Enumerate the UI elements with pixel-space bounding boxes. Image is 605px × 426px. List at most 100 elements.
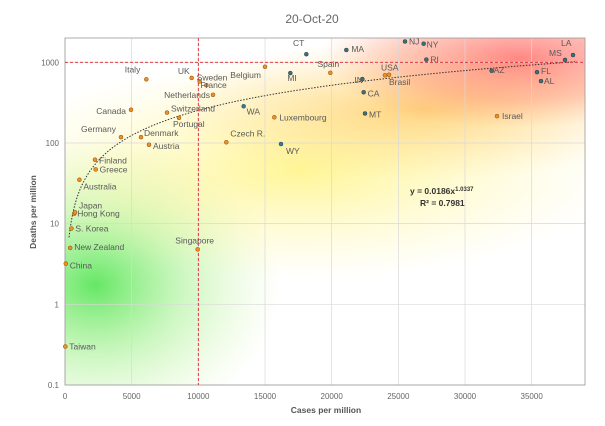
point-in xyxy=(360,76,365,82)
point-label-new-zealand: New Zealand xyxy=(74,242,124,252)
point-switzerland xyxy=(164,110,170,115)
point-al xyxy=(538,78,544,84)
trend-equation: y = 0.0186x1.0337 xyxy=(410,186,474,196)
trendline xyxy=(68,61,578,238)
x-tick-label: 30000 xyxy=(454,392,477,401)
point-new-zealand xyxy=(67,245,73,251)
point-label-singapore: Singapore xyxy=(175,235,214,245)
point-italy xyxy=(144,77,149,82)
point-netherlands xyxy=(210,92,216,98)
point-luxembourg xyxy=(272,115,277,120)
point-label-switzerland: Switzerland xyxy=(171,104,215,114)
point-label-wa: WA xyxy=(247,106,261,116)
point-mt xyxy=(362,111,368,116)
point-label-australia: Australia xyxy=(83,182,116,192)
point-label-greece: Greece xyxy=(100,164,128,174)
point-la xyxy=(570,52,576,58)
point-austria xyxy=(146,142,152,148)
point-ca xyxy=(361,90,366,95)
point-label-canada: Canada xyxy=(96,106,126,116)
point-mi xyxy=(288,70,293,76)
x-tick-label: 20000 xyxy=(321,392,344,401)
point-label-ny: NY xyxy=(427,40,439,50)
point-nj xyxy=(402,39,408,44)
point-label-netherlands: Netherlands xyxy=(164,90,210,100)
point-czech-r xyxy=(224,140,229,145)
point-usa xyxy=(382,73,388,78)
trendline-path xyxy=(68,61,578,238)
reference-lines xyxy=(65,38,585,385)
point-label-czech-r: Czech R. xyxy=(230,128,265,138)
chart-title: 20-Oct-20 xyxy=(285,12,339,26)
y-tick-label: 1 xyxy=(55,300,60,309)
point-denmark xyxy=(138,134,144,140)
point-label-italy: Italy xyxy=(125,64,141,74)
point-label-belgium: Belgium xyxy=(230,70,261,80)
point-sweden xyxy=(197,79,202,84)
point-ma xyxy=(344,47,349,53)
point-canada xyxy=(128,107,134,113)
x-tick-label: 10000 xyxy=(187,392,210,401)
y-tick-label: 1000 xyxy=(41,58,59,67)
point-germany xyxy=(118,134,124,140)
point-ri xyxy=(424,57,429,62)
point-label-ct: CT xyxy=(293,38,304,48)
point-portugal xyxy=(176,115,182,121)
point-label-mi: MI xyxy=(287,73,296,83)
plot-frame xyxy=(64,37,586,386)
point-china xyxy=(63,261,69,266)
y-tick-label: 100 xyxy=(46,139,60,148)
point-label-ma: MA xyxy=(351,44,364,54)
point-label-la: LA xyxy=(561,38,572,48)
point-ct xyxy=(304,51,309,57)
point-wy xyxy=(278,141,284,147)
trend-r-squared: R² = 0.7981 xyxy=(420,198,465,208)
point-label-in: IN xyxy=(354,75,363,85)
point-label-mt: MT xyxy=(369,109,381,119)
point-australia xyxy=(77,177,82,182)
point-label-portugal: Portugal xyxy=(173,119,205,129)
point-taiwan xyxy=(63,344,68,349)
red-zone xyxy=(320,38,585,128)
point-belgium xyxy=(262,64,268,70)
point-label-austria: Austria xyxy=(153,141,180,151)
x-tick-label: 35000 xyxy=(521,392,544,401)
point-label-s-korea: S. Korea xyxy=(75,224,108,234)
point-label-fl: FL xyxy=(541,66,551,76)
point-label-ri: RI xyxy=(430,55,439,65)
point-label-luxembourg: Luxembourg xyxy=(279,112,327,122)
point-label-germany: Germany xyxy=(81,124,117,134)
point-label-az: AZ xyxy=(494,65,505,75)
y-axis-label: Deaths per million xyxy=(28,175,38,249)
point-uk xyxy=(189,75,194,81)
point-greece xyxy=(93,167,98,172)
x-tick-label: 15000 xyxy=(254,392,277,401)
point-spain xyxy=(328,70,333,76)
point-label-france: France xyxy=(200,80,227,90)
point-label-nj: NJ xyxy=(409,36,419,46)
point-label-israel: Israel xyxy=(502,111,523,121)
point-label-japan: Japan xyxy=(79,200,102,210)
y-tick-label: 10 xyxy=(50,220,59,229)
point-label-finland: Finland xyxy=(99,156,127,166)
point-finland xyxy=(92,157,98,162)
point-label-china: China xyxy=(70,261,92,271)
data-points: Taiwan China New Zealand S. Korea Hong KongJ… xyxy=(63,36,576,352)
point-label-uk: UK xyxy=(178,66,190,76)
x-tick-labels: 0 5000 10000 15000 20000 25000 30000 35000 xyxy=(63,392,544,401)
point-label-ms: MS xyxy=(549,48,562,58)
point-label-usa: USA xyxy=(381,62,399,72)
point-label-ca: CA xyxy=(368,88,380,98)
x-axis-label: Cases per million xyxy=(291,405,361,415)
point-label-taiwan: Taiwan xyxy=(69,342,96,352)
point-label-sweden: Sweden xyxy=(197,72,228,82)
y-tick-label: 0.1 xyxy=(48,381,60,390)
point-label-hong-kong: Hong Kong xyxy=(77,209,120,219)
point-wa xyxy=(241,104,246,109)
point-label-denmark: Denmark xyxy=(144,128,179,138)
point-label-spain: Spain xyxy=(317,59,339,69)
x-tick-label: 5000 xyxy=(123,392,141,401)
y-tick-labels: 0.1 1 10 100 1000 xyxy=(41,58,59,390)
